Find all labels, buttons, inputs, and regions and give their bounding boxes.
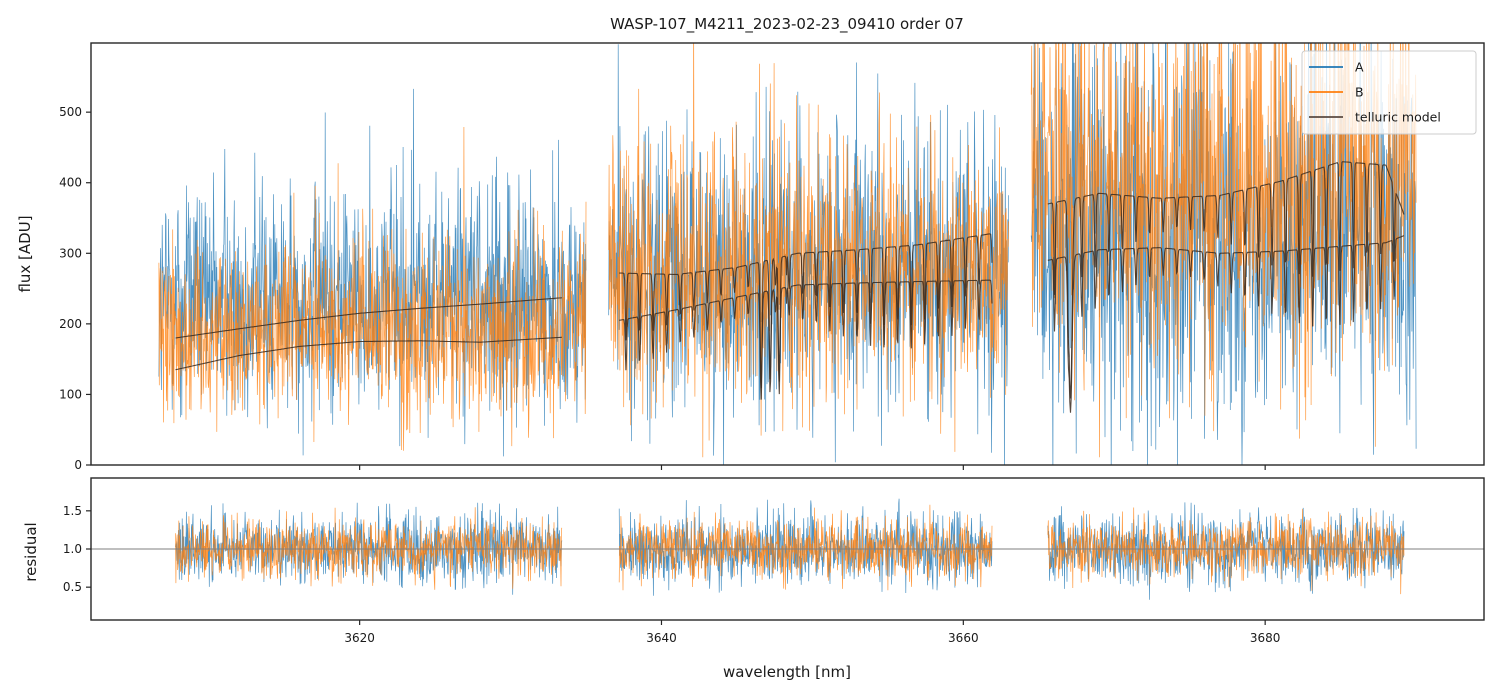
residual-y-tick-label: 1.0 <box>63 542 82 556</box>
residual-y-ticks: 0.5 1.0 1.5 <box>63 504 91 594</box>
flux-y-tick-label: 300 <box>59 246 82 260</box>
series-b-segment-2 <box>608 43 1009 458</box>
telluric-model-lower-segment-3 <box>1047 235 1405 413</box>
legend-label-b: B <box>1355 85 1364 100</box>
flux-axes-frame <box>90 42 1485 466</box>
residual-plot-area <box>91 498 1484 600</box>
flux-y-axis-label: flux [ADU] <box>16 215 34 292</box>
telluric-model-lower-segment-2 <box>619 279 993 400</box>
flux-plot-area <box>158 43 1417 465</box>
residual-x-ticks: 3620 3640 3660 3680 <box>344 620 1280 645</box>
x-tick-label: 3680 <box>1250 631 1281 645</box>
flux-x-ticks <box>359 465 1266 470</box>
residual-b-segment-3 <box>1047 507 1405 595</box>
telluric-model-upper-segment-3 <box>1047 161 1405 399</box>
series-b-segment-1 <box>158 126 587 451</box>
flux-y-tick-label: 100 <box>59 387 82 401</box>
flux-y-ticks: 0 100 200 300 400 500 <box>59 105 91 472</box>
flux-y-tick-label: 500 <box>59 105 82 119</box>
residual-y-tick-label: 0.5 <box>63 580 82 594</box>
x-tick-label: 3660 <box>948 631 979 645</box>
residual-y-tick-label: 1.5 <box>63 504 82 518</box>
residual-a-segment-2 <box>618 498 993 596</box>
flux-y-tick-label: 400 <box>59 176 82 190</box>
flux-y-tick-label: 200 <box>59 317 82 331</box>
residual-b-segment-2 <box>618 504 993 591</box>
x-tick-label: 3640 <box>646 631 677 645</box>
x-tick-label: 3620 <box>344 631 375 645</box>
legend-label-telluric-model: telluric model <box>1355 110 1441 125</box>
telluric-model-upper-segment-2 <box>619 233 993 389</box>
legend-box <box>1301 50 1477 135</box>
legend-label-a: A <box>1355 60 1364 75</box>
telluric-model-lower-segment-1 <box>175 336 562 371</box>
residual-a-segment-3 <box>1047 502 1405 600</box>
residual-y-axis-label: residual <box>22 522 40 581</box>
chart-title: WASP-107_M4211_2023-02-23_09410 order 07 <box>610 15 964 34</box>
telluric-model-upper-segment-1 <box>175 297 562 339</box>
residual-b-segment-1 <box>175 507 563 590</box>
flux-y-tick-label: 0 <box>74 458 82 472</box>
x-axis-label: wavelength [nm] <box>723 663 851 681</box>
